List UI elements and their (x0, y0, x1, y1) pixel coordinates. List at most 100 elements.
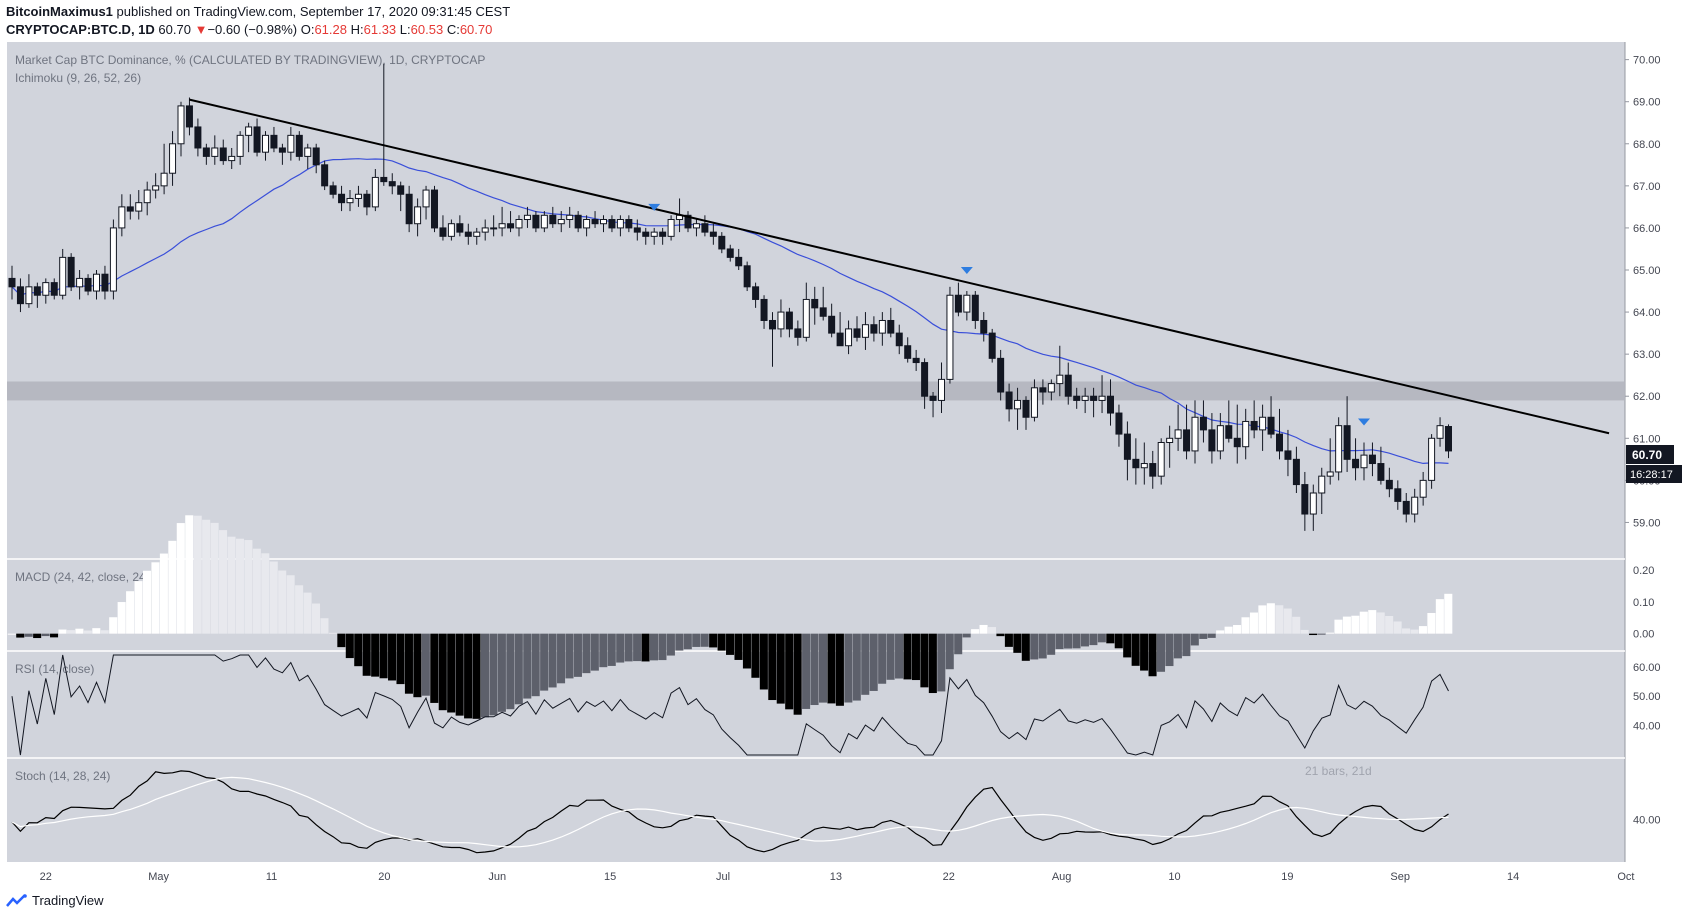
candle-body (1039, 387, 1047, 393)
macd-histogram-bar (328, 632, 337, 634)
candle-body (439, 227, 447, 237)
candle-body (498, 223, 506, 229)
time-tick-label: 15 (604, 871, 616, 883)
price-tick-label: 63.00 (1633, 349, 1661, 361)
candle-body (8, 277, 16, 288)
macd-histogram-bar (1418, 626, 1427, 634)
change-down-icon: ▼ (194, 22, 208, 37)
candle-body (701, 223, 709, 233)
candle-body (633, 227, 641, 233)
macd-histogram-bar (371, 633, 380, 677)
candle-body (270, 134, 278, 149)
candle-body (608, 219, 616, 229)
candle-body (566, 214, 574, 221)
ichimoku-label: Ichimoku (9, 26, 52, 26) (15, 71, 141, 85)
candle-body (431, 189, 438, 229)
candle-body (1123, 433, 1131, 460)
macd-histogram-bar (987, 627, 997, 634)
macd-histogram-bar (616, 633, 625, 663)
macd-histogram-bar (1275, 605, 1284, 634)
macd-histogram-bar (954, 633, 963, 655)
macd-histogram-bar (109, 617, 118, 634)
macd-histogram-bar (1114, 633, 1123, 649)
candle-body (1385, 479, 1393, 490)
macd-histogram-bar (768, 633, 777, 701)
macd-histogram-bar (134, 581, 143, 634)
macd-histogram-bar (810, 633, 819, 706)
candle-body (42, 282, 50, 296)
candle-body (1073, 395, 1081, 401)
candle-body (304, 147, 312, 157)
candle-body (481, 227, 489, 233)
time-tick-label: Jul (716, 871, 730, 883)
time-tick-label: Jun (488, 871, 506, 883)
rsi-layer (11, 654, 1449, 756)
time-tick-label: Sep (1390, 871, 1410, 883)
candle-body (1377, 463, 1385, 481)
open-value: 61.28 (314, 22, 347, 37)
macd-histogram-bar (303, 592, 312, 634)
candle-body (50, 282, 58, 296)
publisher-name[interactable]: BitcoinMaximus1 (6, 4, 113, 19)
candle-body (312, 147, 320, 166)
macd-histogram-bar (75, 628, 84, 634)
candle-body (1174, 429, 1182, 439)
macd-histogram-bar (548, 633, 557, 688)
macd-histogram-bar (1097, 633, 1106, 643)
candle-body (1140, 463, 1148, 469)
candle-body (1199, 416, 1207, 431)
candle-body (1191, 416, 1199, 452)
stoch-k-line (11, 770, 1449, 854)
macd-histogram-bar (700, 633, 709, 647)
candle-body (819, 307, 827, 317)
macd-histogram-bar (835, 633, 844, 706)
candle-body (1090, 395, 1098, 401)
candle-body (887, 319, 895, 334)
candle-body (447, 223, 455, 237)
candle-body (1183, 429, 1191, 452)
chart-canvas[interactable]: Market Cap BTC Dominance, % (CALCULATED … (0, 0, 1694, 890)
macd-histogram-bar (1292, 616, 1301, 634)
macd-histogram-bar (895, 633, 904, 679)
macd-histogram-bar (379, 633, 388, 679)
candle-body (1107, 395, 1114, 414)
candle-body (1132, 458, 1140, 469)
macd-histogram-bar (464, 633, 473, 719)
candle-body (692, 223, 700, 229)
candle-body (228, 155, 236, 162)
macd-histogram-bar (388, 633, 397, 681)
candle-body (946, 294, 954, 380)
macd-histogram-bar (41, 633, 50, 637)
price-tick-label: 65.00 (1633, 265, 1661, 277)
macd-histogram-bar (793, 633, 802, 715)
candle-body (988, 332, 996, 359)
last-price-tag-text: 60.70 (1632, 448, 1662, 462)
macd-histogram-bar (582, 633, 591, 674)
candle-body (1014, 399, 1022, 410)
macd-histogram-bar (1013, 633, 1022, 653)
candle-body (253, 126, 261, 153)
candle-body (1360, 454, 1368, 469)
macd-histogram-bar (573, 633, 582, 677)
macd-histogram-bar (1435, 599, 1444, 634)
candle-body (109, 227, 117, 292)
macd-histogram-bar (1190, 633, 1199, 646)
candle-body (388, 181, 396, 187)
candle-body (194, 126, 202, 149)
candle-body (152, 185, 160, 191)
macd-histogram-bar (362, 633, 371, 676)
candle-body (667, 219, 675, 237)
macd-histogram-bar (193, 515, 202, 634)
candle-body (1419, 479, 1427, 498)
close-label: C: (446, 22, 460, 37)
candle-body (84, 277, 92, 292)
time-tick-label: May (148, 871, 169, 883)
macd-histogram-bar (1393, 621, 1402, 634)
tradingview-footer[interactable]: TradingView (6, 893, 104, 908)
candle-body (1428, 437, 1436, 481)
macd-histogram-bar (1224, 626, 1233, 634)
macd-tick-label: 0.00 (1633, 629, 1654, 641)
macd-histogram-bar (430, 633, 439, 703)
macd-histogram-bar (1004, 633, 1013, 647)
macd-histogram-bar (692, 633, 701, 647)
